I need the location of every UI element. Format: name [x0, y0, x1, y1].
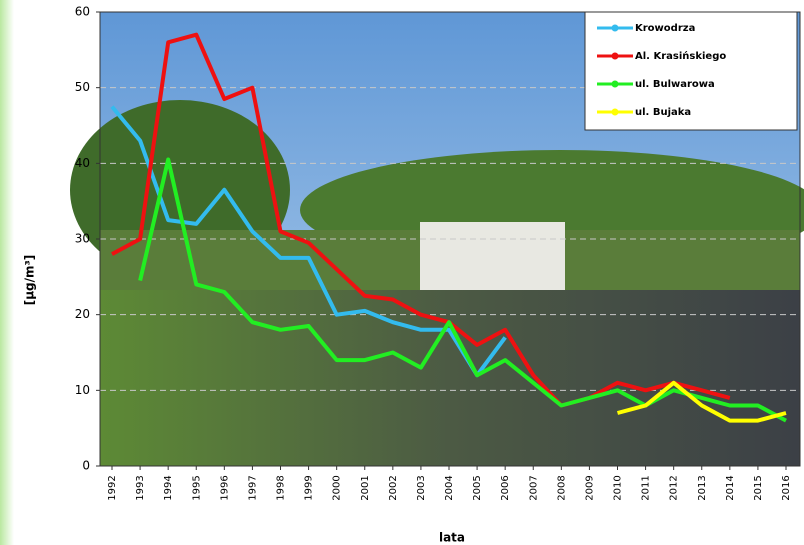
x-tick-label: 2007: [528, 475, 539, 500]
legend-label: ul. Bujaka: [635, 107, 691, 118]
chart: [µg/m³] lata Krowodrza Al. Krasińskiego ul…: [0, 0, 804, 545]
y-tick-label: 10: [75, 383, 90, 397]
x-tick-label: 2014: [725, 475, 736, 500]
y-tick-label: 60: [75, 5, 90, 19]
legend-label: Krowodrza: [635, 23, 695, 34]
x-tick-label: 1993: [135, 475, 146, 500]
x-tick-label: 2002: [388, 475, 399, 500]
x-tick-label: 1994: [163, 475, 174, 500]
x-tick-label: 2008: [556, 475, 567, 500]
x-tick-label: 2006: [500, 475, 511, 500]
x-tick-label: 2001: [360, 475, 371, 500]
x-tick-label: 2003: [416, 475, 427, 500]
y-tick-label: 40: [75, 156, 90, 170]
x-tick-label: 1995: [191, 475, 202, 500]
legend-marker: [612, 109, 619, 116]
y-tick-label: 20: [75, 307, 90, 321]
y-tick-label: 0: [82, 459, 90, 473]
x-tick-label: 1998: [276, 475, 287, 500]
x-tick-label: 2005: [472, 475, 483, 500]
x-tick-label: 2009: [584, 475, 595, 500]
x-tick-label: 2010: [613, 475, 624, 500]
x-tick-label: 2004: [444, 475, 455, 500]
x-tick-label: 1996: [219, 475, 230, 500]
x-tick-label: 1992: [107, 475, 118, 500]
y-tick-label: 50: [75, 80, 90, 94]
y-axis-label: [µg/m³]: [23, 255, 37, 306]
legend-marker: [612, 25, 619, 32]
x-tick-label: 2015: [753, 475, 764, 500]
x-tick-label: 1999: [304, 475, 315, 500]
legend-marker: [612, 81, 619, 88]
x-tick-label: 2011: [641, 475, 652, 500]
x-tick-label: 2000: [332, 475, 343, 500]
x-axis-label: lata: [439, 531, 465, 545]
legend-label: ul. Bulwarowa: [635, 79, 715, 90]
side-strip: [0, 0, 14, 545]
x-tick-label: 1997: [247, 475, 258, 500]
y-tick-label: 30: [75, 232, 90, 246]
legend-marker: [612, 53, 619, 60]
x-tick-label: 2012: [669, 475, 680, 500]
x-tick-label: 2016: [781, 475, 792, 500]
legend-label: Al. Krasińskiego: [635, 50, 726, 62]
x-tick-label: 2013: [697, 475, 708, 500]
